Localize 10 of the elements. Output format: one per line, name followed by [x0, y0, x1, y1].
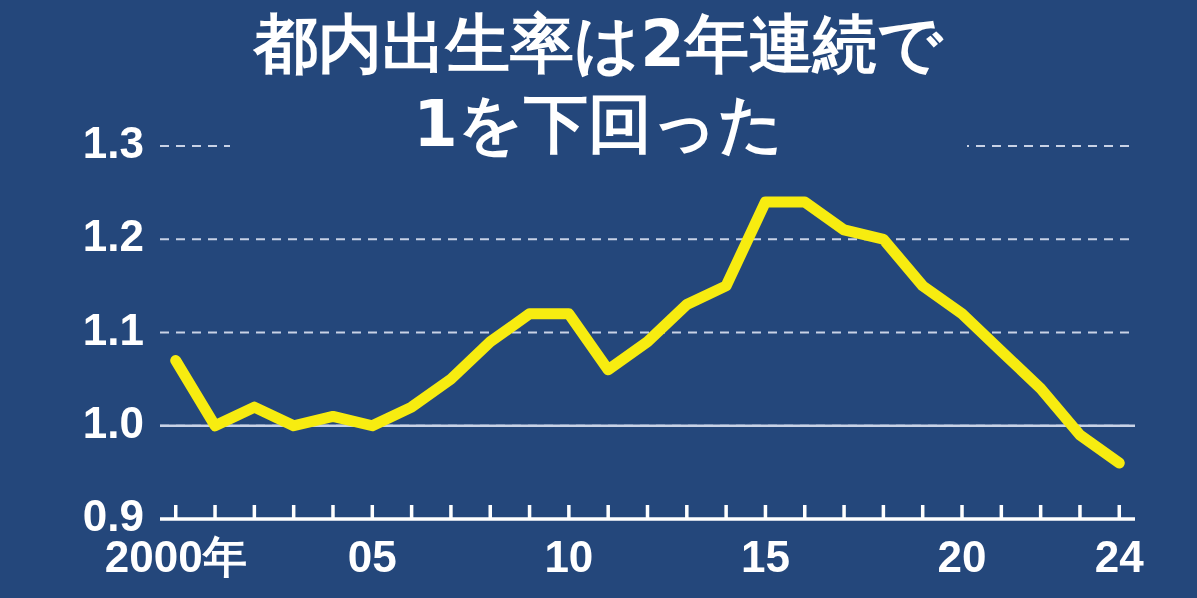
x-tick-label: 20: [937, 531, 987, 581]
y-tick-label: 1.2: [82, 211, 144, 261]
y-tick-label: 1.0: [82, 397, 144, 447]
x-tick-label: 05: [347, 531, 397, 581]
x-tick-label: 10: [544, 531, 594, 581]
x-tick-label: 24: [1094, 531, 1145, 581]
y-tick-label: 1.1: [82, 304, 144, 354]
x-tick-label: 15: [740, 531, 790, 581]
y-tick-label: 1.3: [82, 118, 144, 168]
chart-title: 都内出生率は2年連続で 1を下回った: [230, 4, 967, 164]
